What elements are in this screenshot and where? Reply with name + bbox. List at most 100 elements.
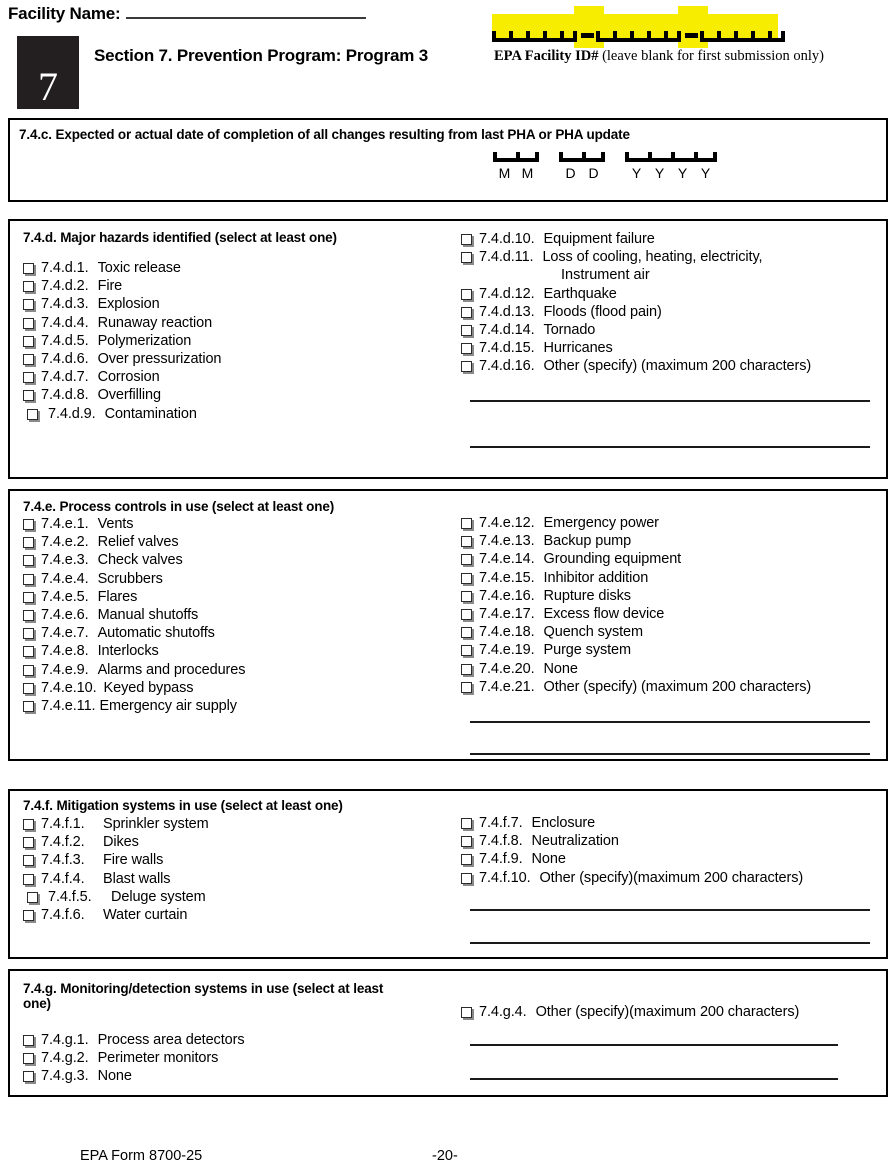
- checkbox-icon[interactable]: [23, 519, 34, 530]
- checkbox-icon[interactable]: [23, 910, 34, 922]
- checkbox-icon[interactable]: [23, 646, 34, 658]
- checkbox-icon[interactable]: [27, 891, 38, 903]
- checkbox-option-7-4-e-21[interactable]: 7.4.e.21. Other (specify) (maximum 200 c…: [461, 678, 882, 696]
- checkbox-icon[interactable]: [23, 664, 34, 676]
- checkbox-icon[interactable]: [23, 1035, 34, 1046]
- checkbox-option-7-4-e-11[interactable]: 7.4.e.11. Emergency air supply: [23, 697, 456, 715]
- checkbox-icon[interactable]: [23, 1071, 34, 1083]
- checkbox-icon[interactable]: [23, 1053, 34, 1065]
- completion-date-field[interactable]: M M D D Y Y Y Y: [493, 152, 886, 192]
- checkbox-option-7-4-d-14[interactable]: 7.4.d.14. Tornado: [461, 321, 882, 339]
- write-in-line-7-4-d-1[interactable]: [470, 399, 870, 402]
- checkbox-icon[interactable]: [23, 855, 34, 867]
- checkbox-option-7-4-g-2[interactable]: 7.4.g.2. Perimeter monitors: [23, 1049, 456, 1067]
- checkbox-icon[interactable]: [461, 306, 472, 318]
- checkbox-icon[interactable]: [23, 335, 34, 347]
- checkbox-icon[interactable]: [23, 372, 34, 384]
- checkbox-icon[interactable]: [23, 573, 34, 585]
- date-day-group[interactable]: D D: [559, 152, 605, 181]
- checkbox-icon[interactable]: [461, 590, 472, 602]
- checkbox-icon[interactable]: [461, 252, 472, 264]
- checkbox-option-7-4-f-3[interactable]: 7.4.f.3. Fire walls: [23, 851, 456, 869]
- checkbox-option-7-4-e-14[interactable]: 7.4.e.14. Grounding equipment: [461, 550, 882, 568]
- checkbox-option-7-4-e-7[interactable]: 7.4.e.7. Automatic shutoffs: [23, 624, 456, 642]
- write-in-line-7-4-g-1[interactable]: [470, 1044, 838, 1047]
- facility-name-input[interactable]: [126, 6, 367, 19]
- checkbox-icon[interactable]: [23, 317, 34, 329]
- checkbox-icon[interactable]: [23, 591, 34, 603]
- checkbox-option-7-4-f-9[interactable]: 7.4.f.9. None: [461, 850, 882, 868]
- checkbox-option-7-4-f-6[interactable]: 7.4.f.6. Water curtain: [23, 906, 456, 924]
- checkbox-option-7-4-f-8[interactable]: 7.4.f.8. Neutralization: [461, 832, 882, 850]
- checkbox-option-7-4-e-20[interactable]: 7.4.e.20. None: [461, 660, 882, 678]
- checkbox-option-7-4-e-19[interactable]: 7.4.e.19. Purge system: [461, 641, 882, 659]
- checkbox-option-7-4-d-2[interactable]: 7.4.d.2. Fire: [23, 277, 456, 295]
- epa-facility-id-input[interactable]: [492, 6, 785, 48]
- checkbox-option-7-4-d-15[interactable]: 7.4.d.15. Hurricanes: [461, 339, 882, 357]
- checkbox-option-7-4-e-5[interactable]: 7.4.e.5. Flares: [23, 588, 456, 606]
- checkbox-option-7-4-e-4[interactable]: 7.4.e.4. Scrubbers: [23, 570, 456, 588]
- checkbox-icon[interactable]: [23, 837, 34, 849]
- checkbox-option-7-4-d-10[interactable]: 7.4.d.10. Equipment failure: [461, 230, 882, 248]
- checkbox-icon[interactable]: [23, 610, 34, 622]
- date-month-group[interactable]: M M: [493, 152, 539, 181]
- checkbox-icon[interactable]: [461, 572, 472, 584]
- checkbox-option-7-4-g-3[interactable]: 7.4.g.3. None: [23, 1067, 456, 1085]
- checkbox-icon[interactable]: [461, 361, 472, 373]
- checkbox-option-7-4-d-1[interactable]: 7.4.d.1. Toxic release: [23, 259, 456, 277]
- epa-id-segment-1[interactable]: [492, 31, 577, 42]
- checkbox-icon[interactable]: [461, 609, 472, 621]
- checkbox-icon[interactable]: [461, 288, 472, 300]
- checkbox-option-7-4-g-4[interactable]: 7.4.g.4. Other (specify)(maximum 200 cha…: [461, 1003, 882, 1021]
- epa-id-segment-2[interactable]: [596, 31, 681, 42]
- checkbox-option-7-4-e-9[interactable]: 7.4.e.9. Alarms and procedures: [23, 661, 456, 679]
- checkbox-option-7-4-e-15[interactable]: 7.4.e.15. Inhibitor addition: [461, 569, 882, 587]
- checkbox-option-7-4-e-16[interactable]: 7.4.e.16. Rupture disks: [461, 587, 882, 605]
- checkbox-option-7-4-f-7[interactable]: 7.4.f.7. Enclosure: [461, 814, 882, 832]
- write-in-line-7-4-e-1[interactable]: [470, 721, 870, 724]
- checkbox-option-7-4-f-4[interactable]: 7.4.f.4. Blast walls: [23, 870, 456, 888]
- write-in-line-7-4-f-1[interactable]: [470, 908, 870, 911]
- write-in-line-7-4-d-2[interactable]: [470, 445, 870, 448]
- checkbox-icon[interactable]: [23, 873, 34, 885]
- checkbox-icon[interactable]: [461, 836, 472, 848]
- checkbox-option-7-4-e-18[interactable]: 7.4.e.18. Quench system: [461, 623, 882, 641]
- checkbox-icon[interactable]: [23, 682, 34, 694]
- checkbox-icon[interactable]: [461, 818, 472, 829]
- checkbox-option-7-4-f-10[interactable]: 7.4.f.10. Other (specify)(maximum 200 ch…: [461, 869, 882, 887]
- checkbox-icon[interactable]: [23, 819, 34, 830]
- write-in-line-7-4-e-2[interactable]: [470, 753, 870, 756]
- checkbox-option-7-4-g-1[interactable]: 7.4.g.1. Process area detectors: [23, 1031, 456, 1049]
- checkbox-icon[interactable]: [23, 555, 34, 567]
- checkbox-option-7-4-e-10[interactable]: 7.4.e.10. Keyed bypass: [23, 679, 456, 697]
- checkbox-option-7-4-d-5[interactable]: 7.4.d.5. Polymerization: [23, 332, 456, 350]
- checkbox-option-7-4-e-2[interactable]: 7.4.e.2. Relief valves: [23, 533, 456, 551]
- checkbox-option-7-4-f-1[interactable]: 7.4.f.1. Sprinkler system: [23, 815, 456, 833]
- checkbox-option-7-4-e-3[interactable]: 7.4.e.3. Check valves: [23, 551, 456, 569]
- checkbox-option-7-4-d-6[interactable]: 7.4.d.6. Over pressurization: [23, 350, 456, 368]
- checkbox-icon[interactable]: [461, 343, 472, 355]
- checkbox-icon[interactable]: [461, 627, 472, 639]
- checkbox-option-7-4-d-11[interactable]: 7.4.d.11. Loss of cooling, heating, elec…: [461, 248, 882, 266]
- checkbox-icon[interactable]: [461, 681, 472, 693]
- checkbox-option-7-4-f-5[interactable]: 7.4.f.5. Deluge system: [27, 888, 456, 906]
- checkbox-option-7-4-d-3[interactable]: 7.4.d.3. Explosion: [23, 295, 456, 313]
- checkbox-option-7-4-e-8[interactable]: 7.4.e.8. Interlocks: [23, 642, 456, 660]
- checkbox-icon[interactable]: [461, 872, 472, 884]
- checkbox-icon[interactable]: [461, 554, 472, 566]
- checkbox-icon[interactable]: [23, 281, 34, 293]
- checkbox-option-7-4-e-13[interactable]: 7.4.e.13. Backup pump: [461, 532, 882, 550]
- checkbox-icon[interactable]: [461, 854, 472, 866]
- checkbox-icon[interactable]: [461, 536, 472, 548]
- write-in-line-7-4-g-2[interactable]: [470, 1078, 838, 1081]
- checkbox-icon[interactable]: [23, 354, 34, 366]
- checkbox-option-7-4-d-9[interactable]: 7.4.d.9. Contamination: [27, 405, 456, 423]
- checkbox-option-7-4-f-2[interactable]: 7.4.f.2. Dikes: [23, 833, 456, 851]
- checkbox-icon[interactable]: [23, 537, 34, 549]
- checkbox-icon[interactable]: [23, 299, 34, 311]
- checkbox-icon[interactable]: [23, 701, 34, 713]
- checkbox-icon[interactable]: [27, 408, 38, 420]
- checkbox-option-7-4-d-8[interactable]: 7.4.d.8. Overfilling: [23, 386, 456, 404]
- checkbox-icon[interactable]: [461, 663, 472, 675]
- checkbox-icon[interactable]: [461, 645, 472, 657]
